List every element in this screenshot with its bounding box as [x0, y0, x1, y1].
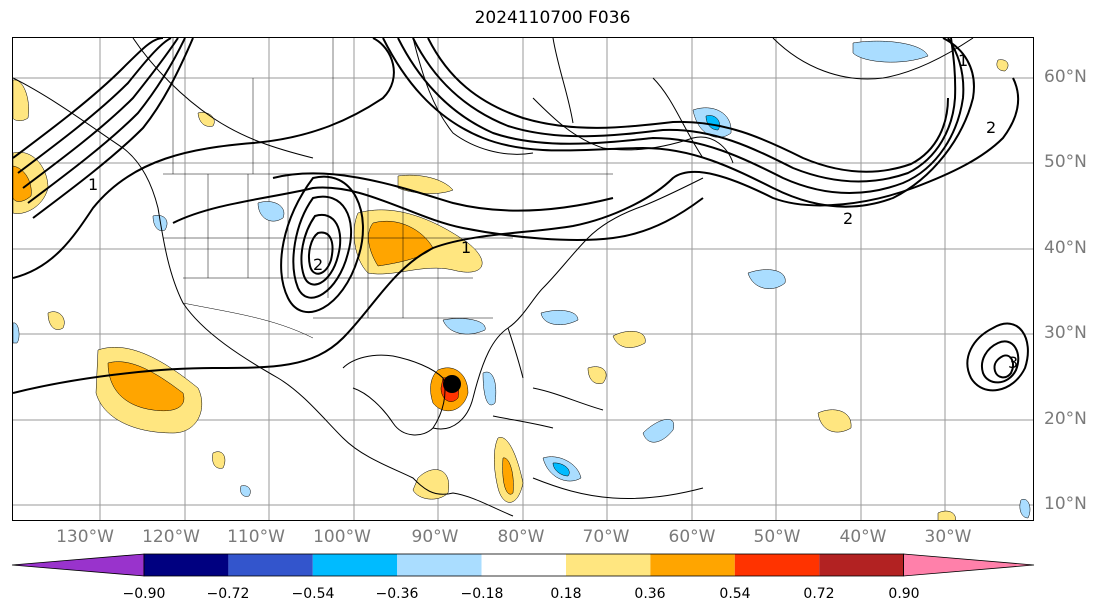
colorbar-tick-label: −0.90	[122, 586, 166, 602]
lat-label: 60°N	[1044, 67, 1087, 87]
colorbar-tick-label: −0.72	[206, 586, 250, 602]
contour-label: 2	[843, 209, 853, 228]
anomaly-shading	[13, 40, 1031, 520]
colorbar-bin	[734, 554, 820, 576]
lon-label: 100°W	[313, 527, 371, 547]
contour-label-group: 1 1 2 2 2 3 1	[88, 51, 1018, 372]
graticule	[13, 38, 1033, 520]
colorbar-bin	[228, 554, 313, 576]
colorbar-bin	[481, 554, 566, 576]
colorbar-tick-label: −0.18	[460, 586, 504, 602]
colorbar-bin	[819, 554, 904, 576]
contour-label: 1	[461, 238, 471, 257]
height-contours	[13, 38, 1029, 394]
lon-label: 80°W	[497, 527, 545, 547]
colorbar-bin	[566, 554, 651, 576]
colorbar-bin	[11, 553, 145, 577]
lon-label: 120°W	[142, 527, 200, 547]
contour-label: 3	[1008, 353, 1018, 372]
colorbar-bin	[144, 554, 229, 576]
lat-label: 20°N	[1044, 409, 1087, 429]
colorbar	[11, 553, 1035, 577]
colorbar-tick-label: 0.18	[550, 586, 582, 602]
contour-label: 1	[88, 175, 98, 194]
lon-label: 30°W	[924, 527, 972, 547]
lon-label: 130°W	[56, 527, 114, 547]
lon-label: 70°W	[582, 527, 630, 547]
colorbar-bin	[312, 554, 398, 576]
lon-label: 40°W	[839, 527, 887, 547]
colorbar-tick-label: 0.72	[803, 586, 835, 602]
political-borders	[163, 38, 613, 339]
colorbar-tick-label: −0.36	[375, 586, 419, 602]
lon-label: 60°W	[668, 527, 716, 547]
lon-label: 90°W	[411, 527, 459, 547]
colorbar-bin	[903, 553, 1035, 577]
contour-label: 1	[958, 51, 968, 70]
contour-label: 2	[986, 118, 996, 137]
lon-label: 110°W	[227, 527, 285, 547]
colorbar-tick-label: 0.54	[719, 586, 751, 602]
colorbar-bin	[397, 554, 482, 576]
lat-label: 40°N	[1044, 238, 1087, 258]
lat-label: 50°N	[1044, 152, 1087, 172]
colorbar-bin	[650, 554, 735, 576]
lat-label: 10°N	[1044, 494, 1087, 514]
map-panel: 1 1 2 2 2 3 1	[12, 37, 1034, 521]
colorbar-tick-label: 0.36	[634, 586, 666, 602]
colorbar-tick-label: 0.90	[888, 586, 920, 602]
storm-center-marker	[443, 375, 461, 393]
lon-label: 50°W	[753, 527, 801, 547]
contour-label: 2	[313, 255, 323, 274]
map-canvas: 1 1 2 2 2 3 1	[13, 38, 1033, 520]
colorbar-tick-label: −0.54	[291, 586, 335, 602]
lat-label: 30°N	[1044, 323, 1087, 343]
map-title: 2024110700 F036	[474, 8, 631, 28]
